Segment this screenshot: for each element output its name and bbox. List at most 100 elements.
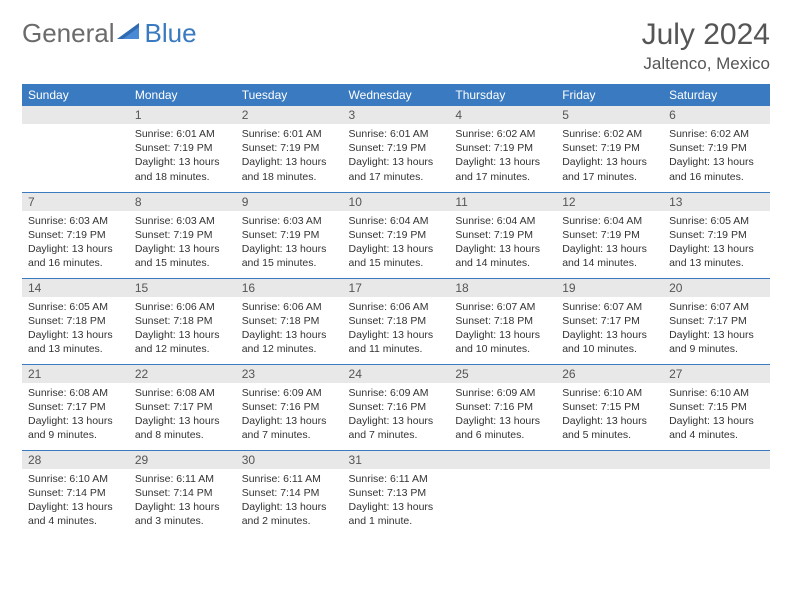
day-number: 2 <box>236 106 343 124</box>
day-number: 27 <box>663 365 770 383</box>
sunset-text: Sunset: 7:19 PM <box>562 228 657 242</box>
day-number: 15 <box>129 279 236 297</box>
calendar-day-cell: 6Sunrise: 6:02 AMSunset: 7:19 PMDaylight… <box>663 106 770 192</box>
month-title: July 2024 <box>642 18 770 52</box>
day-number: 6 <box>663 106 770 124</box>
sunrise-text: Sunrise: 6:10 AM <box>28 472 123 486</box>
sunset-text: Sunset: 7:16 PM <box>455 400 550 414</box>
sunrise-text: Sunrise: 6:09 AM <box>349 386 444 400</box>
sunset-text: Sunset: 7:19 PM <box>242 141 337 155</box>
daylight-text: Daylight: 13 hours and 16 minutes. <box>669 155 764 183</box>
day-number: 14 <box>22 279 129 297</box>
daylight-text: Daylight: 13 hours and 4 minutes. <box>28 500 123 528</box>
day-number: 31 <box>343 451 450 469</box>
day-body: Sunrise: 6:04 AMSunset: 7:19 PMDaylight:… <box>556 211 663 275</box>
calendar-table: Sunday Monday Tuesday Wednesday Thursday… <box>22 84 770 536</box>
sunrise-text: Sunrise: 6:04 AM <box>349 214 444 228</box>
day-number: 1 <box>129 106 236 124</box>
calendar-week-row: 7Sunrise: 6:03 AMSunset: 7:19 PMDaylight… <box>22 192 770 278</box>
calendar-day-cell: 8Sunrise: 6:03 AMSunset: 7:19 PMDaylight… <box>129 192 236 278</box>
weekday-header: Friday <box>556 84 663 106</box>
calendar-week-row: 14Sunrise: 6:05 AMSunset: 7:18 PMDayligh… <box>22 278 770 364</box>
calendar-day-cell <box>663 450 770 536</box>
sunset-text: Sunset: 7:15 PM <box>562 400 657 414</box>
sunrise-text: Sunrise: 6:06 AM <box>242 300 337 314</box>
header: General Blue July 2024 Jaltenco, Mexico <box>22 18 770 74</box>
sunset-text: Sunset: 7:19 PM <box>28 228 123 242</box>
daylight-text: Daylight: 13 hours and 6 minutes. <box>455 414 550 442</box>
day-body: Sunrise: 6:04 AMSunset: 7:19 PMDaylight:… <box>343 211 450 275</box>
day-body: Sunrise: 6:02 AMSunset: 7:19 PMDaylight:… <box>449 124 556 188</box>
day-number: 11 <box>449 193 556 211</box>
day-body <box>556 469 663 476</box>
day-body: Sunrise: 6:08 AMSunset: 7:17 PMDaylight:… <box>22 383 129 447</box>
day-body: Sunrise: 6:06 AMSunset: 7:18 PMDaylight:… <box>129 297 236 361</box>
day-number: 8 <box>129 193 236 211</box>
day-number <box>556 451 663 469</box>
calendar-day-cell: 14Sunrise: 6:05 AMSunset: 7:18 PMDayligh… <box>22 278 129 364</box>
daylight-text: Daylight: 13 hours and 11 minutes. <box>349 328 444 356</box>
daylight-text: Daylight: 13 hours and 1 minute. <box>349 500 444 528</box>
sunrise-text: Sunrise: 6:03 AM <box>135 214 230 228</box>
day-number: 12 <box>556 193 663 211</box>
day-body <box>449 469 556 476</box>
calendar-day-cell: 22Sunrise: 6:08 AMSunset: 7:17 PMDayligh… <box>129 364 236 450</box>
daylight-text: Daylight: 13 hours and 15 minutes. <box>349 242 444 270</box>
sunrise-text: Sunrise: 6:09 AM <box>455 386 550 400</box>
weekday-header-row: Sunday Monday Tuesday Wednesday Thursday… <box>22 84 770 106</box>
day-body <box>663 469 770 476</box>
sunset-text: Sunset: 7:19 PM <box>562 141 657 155</box>
day-body: Sunrise: 6:11 AMSunset: 7:14 PMDaylight:… <box>129 469 236 533</box>
sunrise-text: Sunrise: 6:06 AM <box>349 300 444 314</box>
daylight-text: Daylight: 13 hours and 17 minutes. <box>349 155 444 183</box>
daylight-text: Daylight: 13 hours and 10 minutes. <box>455 328 550 356</box>
calendar-day-cell: 24Sunrise: 6:09 AMSunset: 7:16 PMDayligh… <box>343 364 450 450</box>
sunrise-text: Sunrise: 6:05 AM <box>669 214 764 228</box>
sunset-text: Sunset: 7:13 PM <box>349 486 444 500</box>
sunrise-text: Sunrise: 6:07 AM <box>562 300 657 314</box>
sunrise-text: Sunrise: 6:03 AM <box>242 214 337 228</box>
sunset-text: Sunset: 7:19 PM <box>349 228 444 242</box>
daylight-text: Daylight: 13 hours and 7 minutes. <box>242 414 337 442</box>
logo: General Blue <box>22 18 197 49</box>
daylight-text: Daylight: 13 hours and 12 minutes. <box>242 328 337 356</box>
calendar-day-cell: 12Sunrise: 6:04 AMSunset: 7:19 PMDayligh… <box>556 192 663 278</box>
day-body <box>22 124 129 131</box>
sunset-text: Sunset: 7:17 PM <box>562 314 657 328</box>
sunset-text: Sunset: 7:19 PM <box>669 228 764 242</box>
day-number <box>449 451 556 469</box>
sunrise-text: Sunrise: 6:06 AM <box>135 300 230 314</box>
sunset-text: Sunset: 7:17 PM <box>135 400 230 414</box>
sunset-text: Sunset: 7:19 PM <box>135 228 230 242</box>
daylight-text: Daylight: 13 hours and 10 minutes. <box>562 328 657 356</box>
sunrise-text: Sunrise: 6:02 AM <box>562 127 657 141</box>
day-number: 28 <box>22 451 129 469</box>
calendar-day-cell: 5Sunrise: 6:02 AMSunset: 7:19 PMDaylight… <box>556 106 663 192</box>
daylight-text: Daylight: 13 hours and 15 minutes. <box>242 242 337 270</box>
sunrise-text: Sunrise: 6:01 AM <box>242 127 337 141</box>
day-number: 19 <box>556 279 663 297</box>
day-body: Sunrise: 6:09 AMSunset: 7:16 PMDaylight:… <box>449 383 556 447</box>
location: Jaltenco, Mexico <box>642 54 770 74</box>
calendar-day-cell <box>556 450 663 536</box>
sunrise-text: Sunrise: 6:03 AM <box>28 214 123 228</box>
sunrise-text: Sunrise: 6:11 AM <box>242 472 337 486</box>
day-body: Sunrise: 6:07 AMSunset: 7:18 PMDaylight:… <box>449 297 556 361</box>
daylight-text: Daylight: 13 hours and 4 minutes. <box>669 414 764 442</box>
calendar-day-cell: 28Sunrise: 6:10 AMSunset: 7:14 PMDayligh… <box>22 450 129 536</box>
sunrise-text: Sunrise: 6:04 AM <box>562 214 657 228</box>
day-number: 30 <box>236 451 343 469</box>
day-body: Sunrise: 6:11 AMSunset: 7:14 PMDaylight:… <box>236 469 343 533</box>
calendar-day-cell: 26Sunrise: 6:10 AMSunset: 7:15 PMDayligh… <box>556 364 663 450</box>
day-body: Sunrise: 6:03 AMSunset: 7:19 PMDaylight:… <box>236 211 343 275</box>
sunset-text: Sunset: 7:19 PM <box>455 228 550 242</box>
day-number: 10 <box>343 193 450 211</box>
daylight-text: Daylight: 13 hours and 9 minutes. <box>28 414 123 442</box>
calendar-day-cell: 30Sunrise: 6:11 AMSunset: 7:14 PMDayligh… <box>236 450 343 536</box>
calendar-week-row: 28Sunrise: 6:10 AMSunset: 7:14 PMDayligh… <box>22 450 770 536</box>
calendar-day-cell: 2Sunrise: 6:01 AMSunset: 7:19 PMDaylight… <box>236 106 343 192</box>
day-body: Sunrise: 6:02 AMSunset: 7:19 PMDaylight:… <box>556 124 663 188</box>
calendar-day-cell: 13Sunrise: 6:05 AMSunset: 7:19 PMDayligh… <box>663 192 770 278</box>
sunrise-text: Sunrise: 6:01 AM <box>135 127 230 141</box>
day-body: Sunrise: 6:04 AMSunset: 7:19 PMDaylight:… <box>449 211 556 275</box>
